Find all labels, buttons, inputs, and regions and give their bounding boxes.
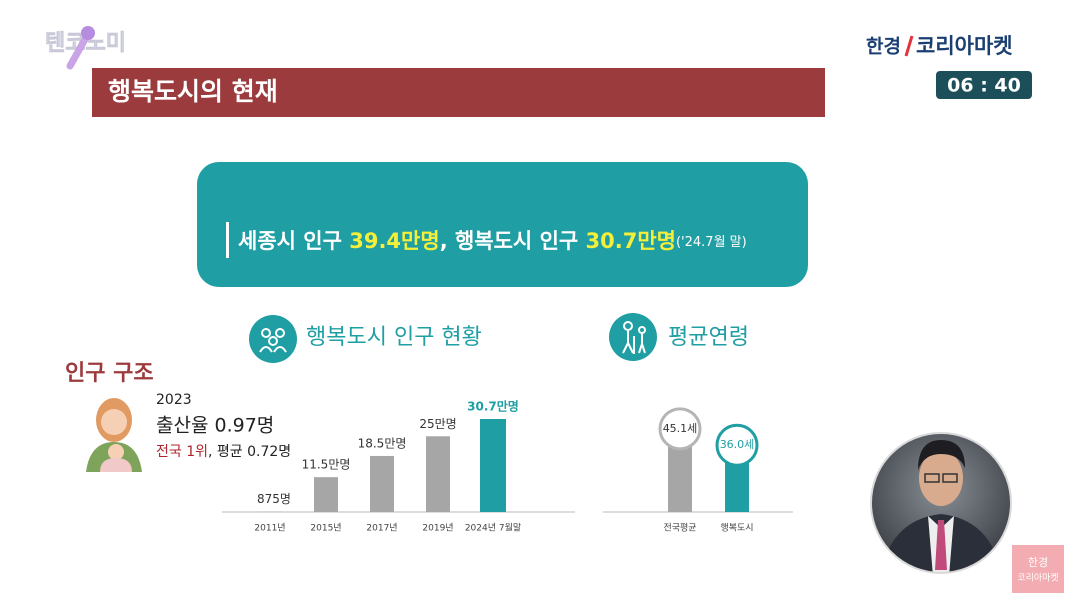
summary-text: 세종시 인구	[238, 229, 349, 253]
value-label: 25만명	[419, 417, 456, 431]
value-label: 30.7만명	[467, 399, 519, 414]
age-badge	[658, 407, 702, 451]
value-label: 875명	[257, 492, 291, 506]
category-label: 2024년 7월말	[465, 522, 521, 534]
population-heading: 행복도시 인구 현황	[306, 325, 482, 350]
category-label: 2011년	[254, 523, 285, 534]
summary-note: ('24.7월 말)	[676, 235, 747, 250]
rank: 전국 1위	[156, 444, 208, 460]
population-bar	[480, 419, 506, 512]
summary-rule	[226, 222, 229, 258]
corner-logo-name: 코리아마켓	[1017, 573, 1058, 584]
logo-stroke	[904, 35, 914, 57]
age-heading: 평균연령	[668, 325, 749, 350]
charts: 875명 2011년 11.5만명 2015년 18.5만명 2017년 25만명 2019년…	[254, 399, 759, 534]
broadcaster-name: 코리아마켓	[916, 34, 1013, 58]
clock: 06 : 40	[947, 75, 1021, 97]
people-icon	[259, 328, 287, 353]
clock-box	[936, 71, 1032, 99]
corner-logo-prefix: 한경	[1028, 556, 1048, 569]
elderly-icon	[622, 321, 646, 354]
population-bar	[370, 455, 394, 512]
presenter-video	[871, 433, 1011, 573]
value-label: 36.0세	[720, 438, 755, 451]
category-label: 행복도시	[720, 522, 753, 534]
age-badge	[715, 423, 759, 467]
category-label: 전국평균	[663, 523, 696, 534]
structure-year: 2023	[156, 392, 192, 408]
corner-logo-box	[1012, 545, 1064, 593]
average: , 평균 0.72명	[208, 444, 291, 460]
title: 행복도시의 현재	[108, 77, 278, 106]
value-label: 18.5만명	[358, 436, 407, 450]
summary-highlight: 39.4만명	[349, 229, 439, 253]
birth-rate: 출산율 0.97명	[156, 415, 274, 437]
summary-highlight: 30.7만명	[586, 229, 676, 253]
population-icon	[249, 315, 297, 363]
mic-icon	[66, 30, 92, 70]
category-label: 2017년	[366, 523, 397, 534]
structure-heading: 인구 구조	[65, 361, 154, 386]
mother-icon	[86, 398, 142, 472]
population-bar	[314, 477, 338, 512]
broadcaster-prefix: 한경	[866, 36, 901, 58]
video-frame	[870, 432, 1012, 574]
title-bar	[92, 68, 825, 117]
birth-rank: 전국 1위, 평균 0.72명	[156, 444, 291, 460]
mic-head	[81, 26, 95, 40]
category-label: 2019년	[422, 523, 453, 534]
summary-box	[197, 162, 808, 287]
population-bar	[426, 436, 450, 512]
value-label: 11.5만명	[302, 458, 351, 472]
value-label: 45.1세	[663, 422, 698, 435]
category-label: 2015년	[310, 523, 341, 534]
summary: 세종시 인구 39.4만명, 행복도시 인구 30.7만명('24.7월 말)	[238, 229, 747, 253]
summary-text: , 행복도시 인구	[440, 229, 586, 253]
